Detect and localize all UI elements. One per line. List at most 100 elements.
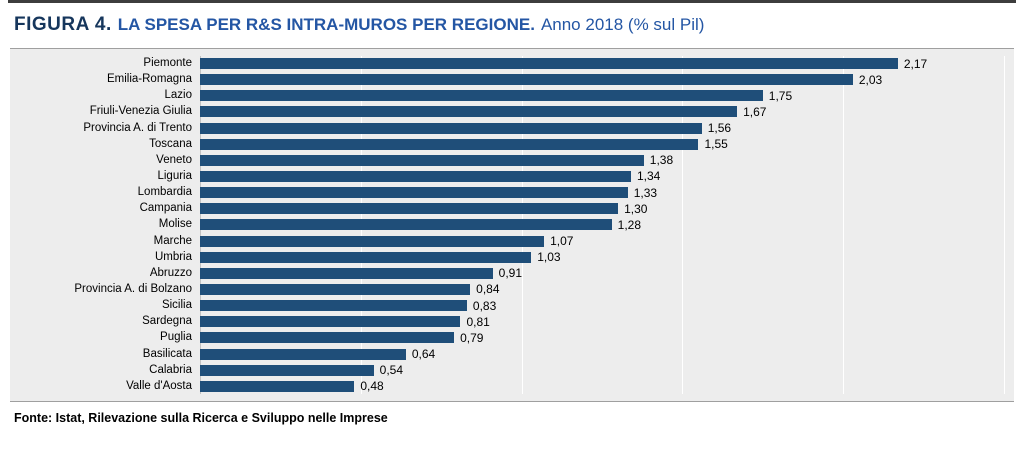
bar-track: 1,55 — [200, 137, 1004, 152]
figure-title: LA SPESA PER R&S INTRA-MUROS PER REGIONE… — [117, 15, 535, 34]
bar — [200, 122, 702, 134]
bar-row: Puglia 0,79 — [10, 330, 1004, 345]
figure-top-rule — [8, 0, 1016, 3]
figure-label: FIGURA 4. — [14, 14, 112, 35]
value-label: 1,28 — [617, 217, 641, 232]
bar-track: 1,56 — [200, 121, 1004, 136]
figure-subtitle: Anno 2018 (% sul Pil) — [540, 15, 705, 34]
bar — [200, 154, 644, 166]
bar-track: 0,54 — [200, 363, 1004, 378]
category-label: Basilicata — [142, 347, 192, 360]
bar — [200, 58, 898, 69]
value-label: 1,34 — [636, 169, 661, 184]
bar-row: Marche 1,07 — [10, 234, 1004, 249]
bar-rows: Piemonte 2,17 Emilia-Romagna 2,03 Lazio 1,75 F… — [10, 56, 1004, 394]
category-label: Liguria — [157, 169, 192, 182]
category-label: Molise — [158, 218, 192, 231]
value-label: 0,91 — [498, 266, 522, 281]
bar — [200, 90, 763, 102]
bar — [200, 380, 355, 392]
figure-header: FIGURA 4. LA SPESA PER R&S INTRA-MUROS PE… — [0, 3, 1024, 48]
value-label: 1,07 — [550, 234, 574, 249]
category-label: Umbria — [154, 250, 192, 263]
bar — [200, 316, 461, 328]
bar — [200, 203, 619, 215]
category-label: Marche — [153, 234, 192, 247]
bar-row: Molise 1,28 — [10, 217, 1004, 232]
bar-track: 1,38 — [200, 153, 1004, 168]
bar-track: 1,30 — [200, 201, 1004, 216]
bar-track: 0,91 — [200, 266, 1004, 281]
category-label: Veneto — [156, 153, 192, 166]
bar-track: 0,79 — [200, 330, 1004, 345]
bar — [200, 106, 738, 118]
category-label: Puglia — [160, 331, 192, 344]
bar — [200, 138, 699, 150]
bar-track: 1,34 — [200, 169, 1004, 184]
bar-track: 1,07 — [200, 234, 1004, 249]
bar — [200, 332, 455, 344]
category-label: Provincia A. di Trento — [83, 121, 192, 134]
value-label: 0,48 — [360, 379, 384, 394]
bar-row: Sicilia 0,83 — [10, 298, 1004, 313]
category-label: Calabria — [149, 363, 192, 376]
value-label: 0,64 — [411, 347, 436, 362]
category-label: Sicilia — [161, 299, 192, 312]
bar — [200, 364, 374, 376]
value-label: 0,84 — [476, 282, 500, 297]
bar-row: Friuli-Venezia Giulia 1,67 — [10, 104, 1004, 119]
bar-track: 0,83 — [200, 298, 1004, 313]
bar-row: Liguria 1,34 — [10, 169, 1004, 184]
bar — [200, 283, 471, 295]
bar — [200, 74, 853, 86]
bar-row: Calabria 0,54 — [10, 363, 1004, 378]
chart-panel: Piemonte 2,17 Emilia-Romagna 2,03 Lazio 1,75 F… — [10, 48, 1014, 402]
source-note: Fonte: Istat, Rilevazione sulla Ricerca … — [14, 411, 388, 425]
bar-track: 1,03 — [200, 250, 1004, 265]
bar-row: Lazio 1,75 — [10, 88, 1004, 103]
bar-row: Abruzzo 0,91 — [10, 266, 1004, 281]
value-label: 2,03 — [858, 72, 883, 87]
value-label: 1,30 — [624, 201, 648, 216]
bar-track: 2,03 — [200, 72, 1004, 87]
bar-row: Campania 1,30 — [10, 201, 1004, 216]
bar — [200, 170, 631, 182]
value-label: 1,56 — [707, 121, 732, 136]
bar-row: Valle d'Aosta 0,48 — [10, 379, 1004, 394]
bar-row: Provincia A. di Bolzano 0,84 — [10, 282, 1004, 297]
value-label: 1,03 — [537, 250, 561, 265]
value-label: 0,83 — [472, 298, 497, 313]
category-label: Friuli-Venezia Giulia — [89, 105, 192, 118]
bar — [200, 300, 467, 312]
category-label: Provincia A. di Bolzano — [74, 282, 192, 295]
category-label: Lazio — [164, 89, 193, 102]
value-label: 0,79 — [460, 330, 484, 345]
value-label: 1,67 — [743, 104, 767, 119]
category-label: Valle d'Aosta — [126, 379, 192, 392]
bar-row: Lombardia 1,33 — [10, 185, 1004, 200]
bar — [200, 235, 545, 247]
bar-row: Provincia A. di Trento 1,56 — [10, 121, 1004, 136]
category-label: Sardegna — [142, 315, 192, 328]
value-label: 0,54 — [379, 363, 404, 378]
category-label: Emilia-Romagna — [106, 73, 192, 86]
bar-track: 1,67 — [200, 104, 1004, 119]
bar-track: 0,84 — [200, 282, 1004, 297]
bar — [200, 267, 493, 279]
bar — [200, 219, 612, 231]
bar-track: 2,17 — [200, 56, 1004, 71]
bar-row: Basilicata 0,64 — [10, 347, 1004, 362]
bar-track: 0,64 — [200, 347, 1004, 362]
bar-row: Umbria 1,03 — [10, 250, 1004, 265]
bar-row: Sardegna 0,81 — [10, 314, 1004, 329]
bar-row: Piemonte 2,17 — [10, 56, 1004, 71]
value-label: 1,33 — [633, 185, 658, 200]
bar — [200, 251, 532, 263]
bar — [200, 348, 406, 360]
value-label: 2,17 — [903, 56, 928, 71]
bar-track: 1,75 — [200, 88, 1004, 103]
bar-row: Veneto 1,38 — [10, 153, 1004, 168]
bar-track: 0,48 — [200, 379, 1004, 394]
gridline — [1004, 56, 1005, 394]
category-label: Campania — [139, 202, 192, 215]
